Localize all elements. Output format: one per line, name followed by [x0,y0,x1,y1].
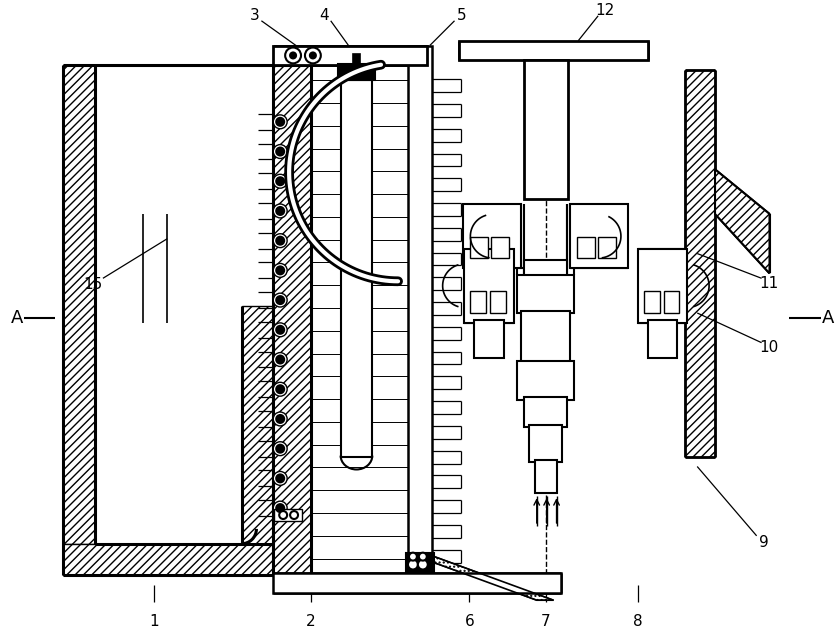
Circle shape [276,207,284,215]
Circle shape [273,501,287,515]
Circle shape [273,293,287,307]
Text: 12: 12 [594,3,614,18]
Bar [685,70,714,456]
Circle shape [276,266,284,275]
Text: 9: 9 [757,535,767,550]
Circle shape [276,474,284,482]
Text: 5: 5 [456,8,466,23]
Circle shape [309,53,315,58]
Bar [470,291,486,313]
Circle shape [276,178,284,185]
Text: A: A [11,309,23,327]
Polygon shape [714,169,768,273]
Circle shape [276,356,284,363]
Bar [491,236,508,259]
Bar [520,311,570,363]
Text: 10: 10 [758,340,777,355]
Circle shape [407,560,417,569]
Text: 7: 7 [540,614,550,629]
Circle shape [279,511,287,519]
Circle shape [276,444,284,453]
Bar [570,204,627,268]
Bar [647,320,676,358]
Circle shape [273,382,287,396]
Bar [273,46,426,65]
Bar [577,236,594,259]
Text: 8: 8 [632,614,642,629]
Bar [464,249,513,323]
Circle shape [418,553,426,560]
Bar [523,261,567,278]
Circle shape [276,148,284,155]
Bar [663,291,679,313]
Circle shape [273,174,287,188]
Circle shape [276,415,284,423]
Bar [643,291,659,313]
Circle shape [417,560,427,569]
Circle shape [290,511,298,519]
Text: 4: 4 [319,8,329,23]
Circle shape [290,53,296,58]
Bar [637,249,686,323]
Bar [273,65,310,576]
Circle shape [276,118,284,126]
Circle shape [273,442,287,456]
Text: 6: 6 [464,614,474,629]
Circle shape [273,204,287,218]
Circle shape [273,323,287,337]
Circle shape [273,472,287,485]
Circle shape [273,264,287,277]
Bar [337,65,375,81]
Circle shape [304,48,320,63]
Circle shape [273,353,287,366]
Circle shape [273,115,287,129]
Circle shape [276,236,284,245]
Bar [517,361,573,400]
Bar [274,509,302,521]
Bar [64,544,273,576]
Polygon shape [415,555,553,600]
Text: 2: 2 [306,614,315,629]
Bar [470,236,487,259]
Circle shape [273,145,287,158]
Bar [340,81,372,456]
Circle shape [276,326,284,333]
Text: 1: 1 [150,614,159,629]
Bar [474,320,503,358]
Bar [463,204,520,268]
Bar [405,553,433,573]
Bar [523,397,567,427]
Bar [517,275,573,313]
Text: A: A [821,309,833,327]
Bar [534,460,556,493]
Bar [598,236,615,259]
Circle shape [273,234,287,248]
Bar [273,574,560,593]
Text: 15: 15 [84,277,103,292]
Bar [407,46,431,576]
Circle shape [276,504,284,512]
Text: 11: 11 [758,276,777,291]
Bar [242,306,273,544]
Bar [64,65,94,544]
Circle shape [409,553,416,560]
Circle shape [273,412,287,426]
Bar [459,41,647,60]
Bar [528,425,562,462]
Circle shape [276,296,284,304]
Bar [490,291,506,313]
Bar [523,60,568,199]
Circle shape [285,48,301,63]
Text: 3: 3 [249,8,259,23]
Bar [352,55,360,65]
Circle shape [276,385,284,393]
